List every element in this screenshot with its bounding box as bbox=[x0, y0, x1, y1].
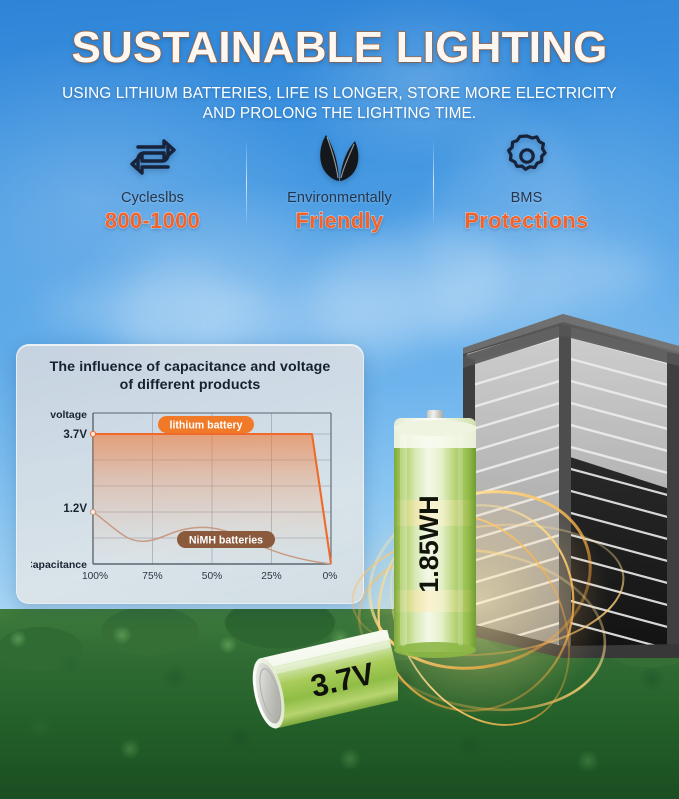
feature-list: Cycleslbs 800-1000 Environmentally Frien… bbox=[0, 131, 679, 234]
chart-legend-label: lithium battery bbox=[170, 420, 243, 432]
leaves-icon bbox=[247, 131, 433, 183]
feature-label: BMS bbox=[510, 190, 543, 206]
feature-label: Cycleslbs bbox=[121, 190, 184, 206]
feature-divider bbox=[432, 139, 434, 227]
chart-xtick: 0% bbox=[323, 571, 338, 582]
chart-ylabel: voltage bbox=[50, 409, 87, 421]
chart-ytick: 3.7V bbox=[63, 429, 87, 441]
chart-legend-nimh: NiMH batteries bbox=[177, 531, 275, 548]
header: SUSTAINABLE LIGHTING USING LITHIUM BATTE… bbox=[0, 0, 679, 125]
battery-secondary: 3.7V bbox=[238, 629, 403, 745]
battery-primary-label: 1.85WH bbox=[414, 495, 444, 593]
feature-environment: Environmentally Friendly bbox=[247, 131, 433, 234]
chart-plot-area: voltage Capacitance 3.7V 1.2V bbox=[31, 407, 351, 597]
chart-title: The influence of capacitance and voltage… bbox=[49, 359, 331, 394]
page-subtitle: USING LITHIUM BATTERIES, LIFE IS LONGER,… bbox=[62, 85, 617, 123]
chart-xtick: 50% bbox=[202, 571, 222, 582]
chart-line-lithium bbox=[93, 432, 333, 565]
page-title: SUSTAINABLE LIGHTING bbox=[71, 23, 608, 72]
chart-legend-label: NiMH batteries bbox=[189, 535, 263, 547]
feature-value: Protections bbox=[464, 208, 589, 234]
feature-value: Friendly bbox=[295, 208, 384, 234]
chart-legend-lithium: lithium battery bbox=[158, 416, 254, 433]
feature-label: Environmentally bbox=[287, 190, 392, 206]
feature-value: 800-1000 bbox=[104, 208, 201, 234]
chart-xlabel: Capacitance bbox=[31, 559, 87, 571]
feature-bms: BMS Protections bbox=[434, 131, 620, 234]
cycle-loop-icon bbox=[60, 131, 246, 183]
chart-xtick: 75% bbox=[142, 571, 162, 582]
feature-divider bbox=[245, 139, 247, 227]
feature-cycles: Cycleslbs 800-1000 bbox=[60, 131, 246, 234]
chart-card: The influence of capacitance and voltage… bbox=[16, 344, 364, 604]
chart-ytick: 1.2V bbox=[63, 503, 87, 515]
chart-xtick: 25% bbox=[261, 571, 281, 582]
chart-xtick: 100% bbox=[82, 571, 108, 582]
battery-primary: 1.85WH bbox=[380, 404, 490, 669]
gear-icon bbox=[434, 131, 620, 183]
